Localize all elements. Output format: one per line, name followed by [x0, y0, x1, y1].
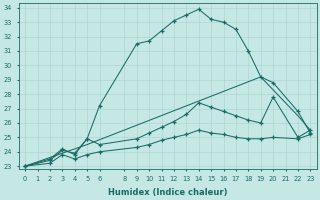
X-axis label: Humidex (Indice chaleur): Humidex (Indice chaleur): [108, 188, 228, 197]
